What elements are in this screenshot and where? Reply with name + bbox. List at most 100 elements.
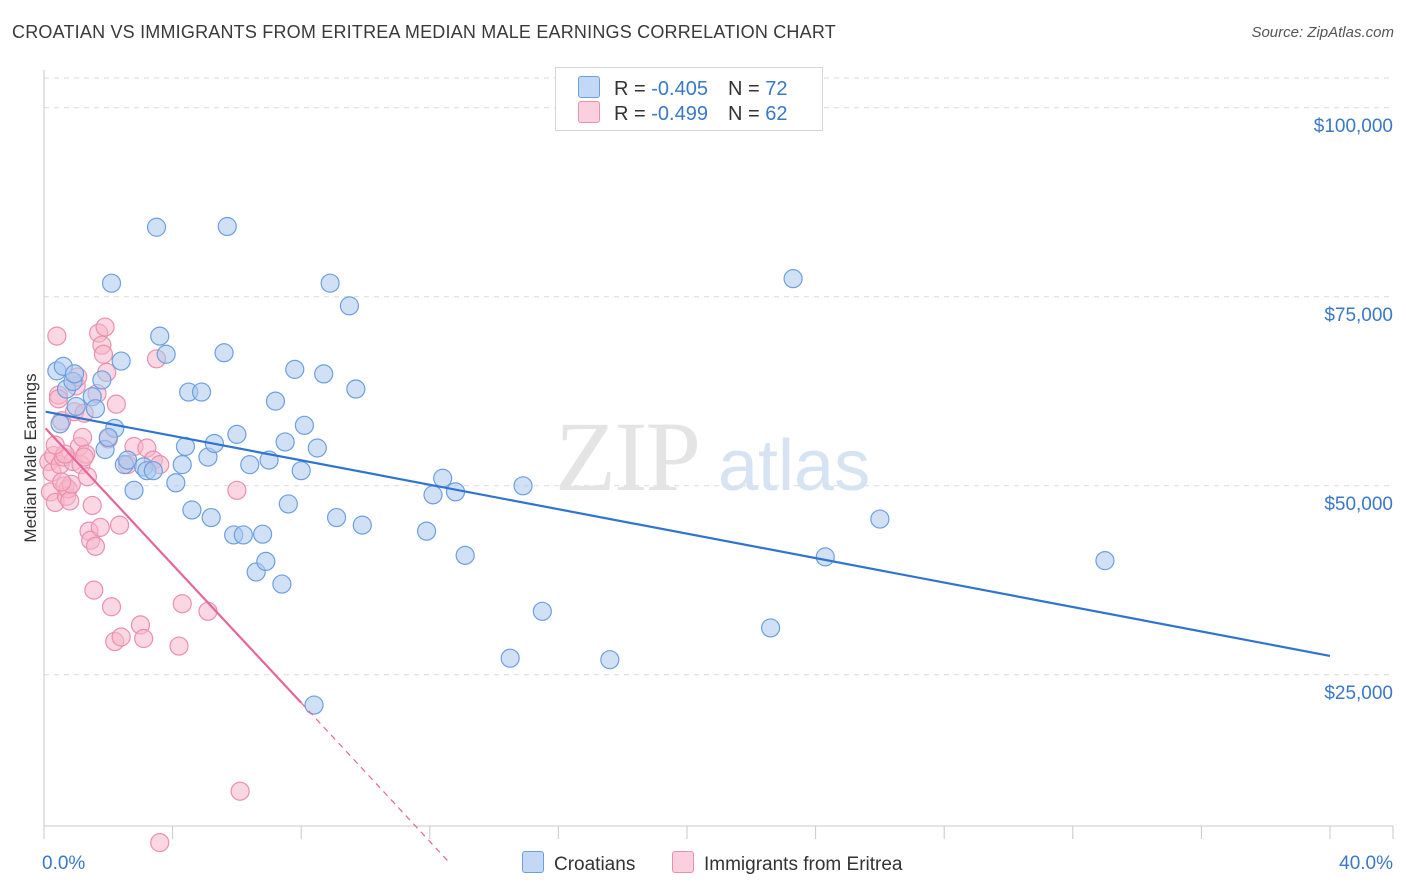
croatian-trend-line [45, 410, 1331, 657]
croatian-point-58 [455, 545, 475, 565]
croatian-point-64 [783, 269, 803, 289]
croatian-point-10 [111, 351, 131, 371]
eritrea-point-55 [150, 833, 170, 853]
eritrea-point-58 [90, 517, 110, 537]
source-label: Source: ZipAtlas.com [1251, 24, 1394, 41]
croatian-point-19 [156, 344, 176, 364]
legend-r-label-1: R = [614, 78, 652, 100]
bottom-legend-label-2: Immigrants from Eritrea [704, 854, 903, 875]
tick-labels: $25,000 $50,000 $75,000 $100,000 0.0% 40.0% [42, 116, 1393, 874]
croatian-point-48 [320, 273, 340, 293]
legend-r-value-1: -0.405 [651, 78, 708, 100]
croatian-point-68 [66, 396, 86, 417]
croatian-point-43 [285, 359, 305, 379]
eritrea-point-37 [101, 597, 122, 617]
croatian-point-4 [64, 364, 85, 384]
eritrea-point-21 [72, 427, 93, 448]
croatian-point-41 [275, 432, 295, 452]
croatian-point-47 [314, 364, 334, 384]
croatian-point-21 [172, 455, 192, 475]
eritrea-point-45 [134, 628, 154, 649]
eritrea-point-50 [169, 636, 189, 656]
eritrea-point-51 [172, 594, 192, 614]
croatian-point-30 [217, 216, 237, 237]
stats-legend: R = -0.405 N = 72 R = -0.499 N = 62 [555, 67, 823, 131]
croatian-point-67 [1095, 551, 1115, 571]
bottom-swatch-blue [522, 851, 544, 873]
eritrea-point-29 [85, 536, 106, 556]
legend-swatch-blue [578, 76, 600, 98]
croatian-point-61 [532, 601, 552, 621]
croatian-point-17 [146, 217, 167, 237]
trend-lines [44, 410, 1331, 863]
eritrea-point-61 [74, 447, 94, 467]
croatian-point-45 [294, 415, 315, 435]
x-tick-label-40: 40.0% [1339, 853, 1393, 874]
y-tick-label-100000: $100,000 [1314, 116, 1393, 137]
croatian-point-33 [233, 525, 253, 545]
eritrea-point-39 [106, 394, 126, 414]
croatian-point-49 [326, 507, 347, 528]
croatian-point-42 [278, 494, 298, 514]
croatian-point-6 [85, 399, 106, 419]
eritrea-point-53 [227, 480, 247, 500]
croatian-point-55 [423, 485, 443, 505]
grid-lines [44, 77, 1393, 676]
eritrea-point-24 [77, 467, 98, 487]
eritrea-trend-extension [300, 702, 450, 863]
croatian-point-36 [253, 524, 273, 544]
croatian-point-51 [346, 379, 366, 399]
eritrea-point-13 [60, 491, 80, 511]
croatian-point-7 [92, 370, 112, 390]
croatian-point-46 [307, 438, 327, 458]
bottom-legend-label-1: Croatians [554, 854, 636, 875]
legend-swatch-pink [578, 101, 600, 123]
watermark-atlas: atlas [718, 426, 870, 506]
croatian-point-24 [182, 500, 202, 520]
croatian-point-34 [240, 455, 260, 475]
watermark-zip: ZIP [555, 401, 699, 512]
watermark-atlas-text: atlas [718, 426, 870, 506]
croatian-point-25 [191, 382, 212, 402]
croatian-point-18 [150, 326, 170, 346]
eritrea-point-60 [45, 435, 65, 455]
eritrea-trend-line [44, 427, 303, 704]
legend-n-value-1: 72 [765, 78, 788, 100]
legend-n-label-1: N = [727, 78, 766, 100]
croatian-point-44 [291, 461, 311, 481]
croatian-point-65 [815, 547, 835, 567]
croatian-point-39 [265, 391, 286, 411]
croatian-point-69 [50, 414, 70, 434]
legend-r-label-2: R = [614, 103, 652, 125]
eritrea-point-28 [84, 580, 104, 600]
croatian-point-62 [600, 650, 620, 670]
croatian-points [47, 216, 1115, 715]
croatian-point-40 [272, 574, 292, 594]
legend-n-label-2: N = [727, 103, 766, 125]
bottom-swatch-pink [672, 851, 694, 873]
y-tick-label-50000: $50,000 [1324, 494, 1393, 515]
croatian-point-29 [214, 343, 234, 363]
eritrea-points [39, 317, 250, 853]
legend-row-croatians: R = -0.405 N = 72 [578, 76, 787, 100]
croatian-point-56 [433, 468, 453, 488]
eritrea-point-40 [109, 515, 130, 535]
eritrea-point-5 [47, 326, 67, 346]
croatian-point-63 [760, 618, 781, 638]
croatian-point-20 [166, 473, 186, 493]
y-tick-label-25000: $25,000 [1324, 683, 1393, 704]
eritrea-point-27 [82, 495, 102, 516]
bottom-legend-croatians: Croatians [522, 851, 635, 876]
croatian-point-13 [124, 480, 144, 500]
y-tick-label-75000: $75,000 [1324, 305, 1393, 326]
croatian-point-32 [227, 424, 247, 444]
croatian-point-59 [500, 648, 520, 668]
eritrea-point-33 [93, 344, 114, 364]
legend-r-value-2: -0.499 [651, 103, 708, 125]
eritrea-point-41 [111, 627, 131, 647]
croatian-point-71 [143, 461, 163, 481]
watermark-zip-text: ZIP [555, 401, 699, 512]
croatian-point-66 [870, 509, 890, 529]
bottom-legend-eritrea: Immigrants from Eritrea [672, 851, 902, 876]
